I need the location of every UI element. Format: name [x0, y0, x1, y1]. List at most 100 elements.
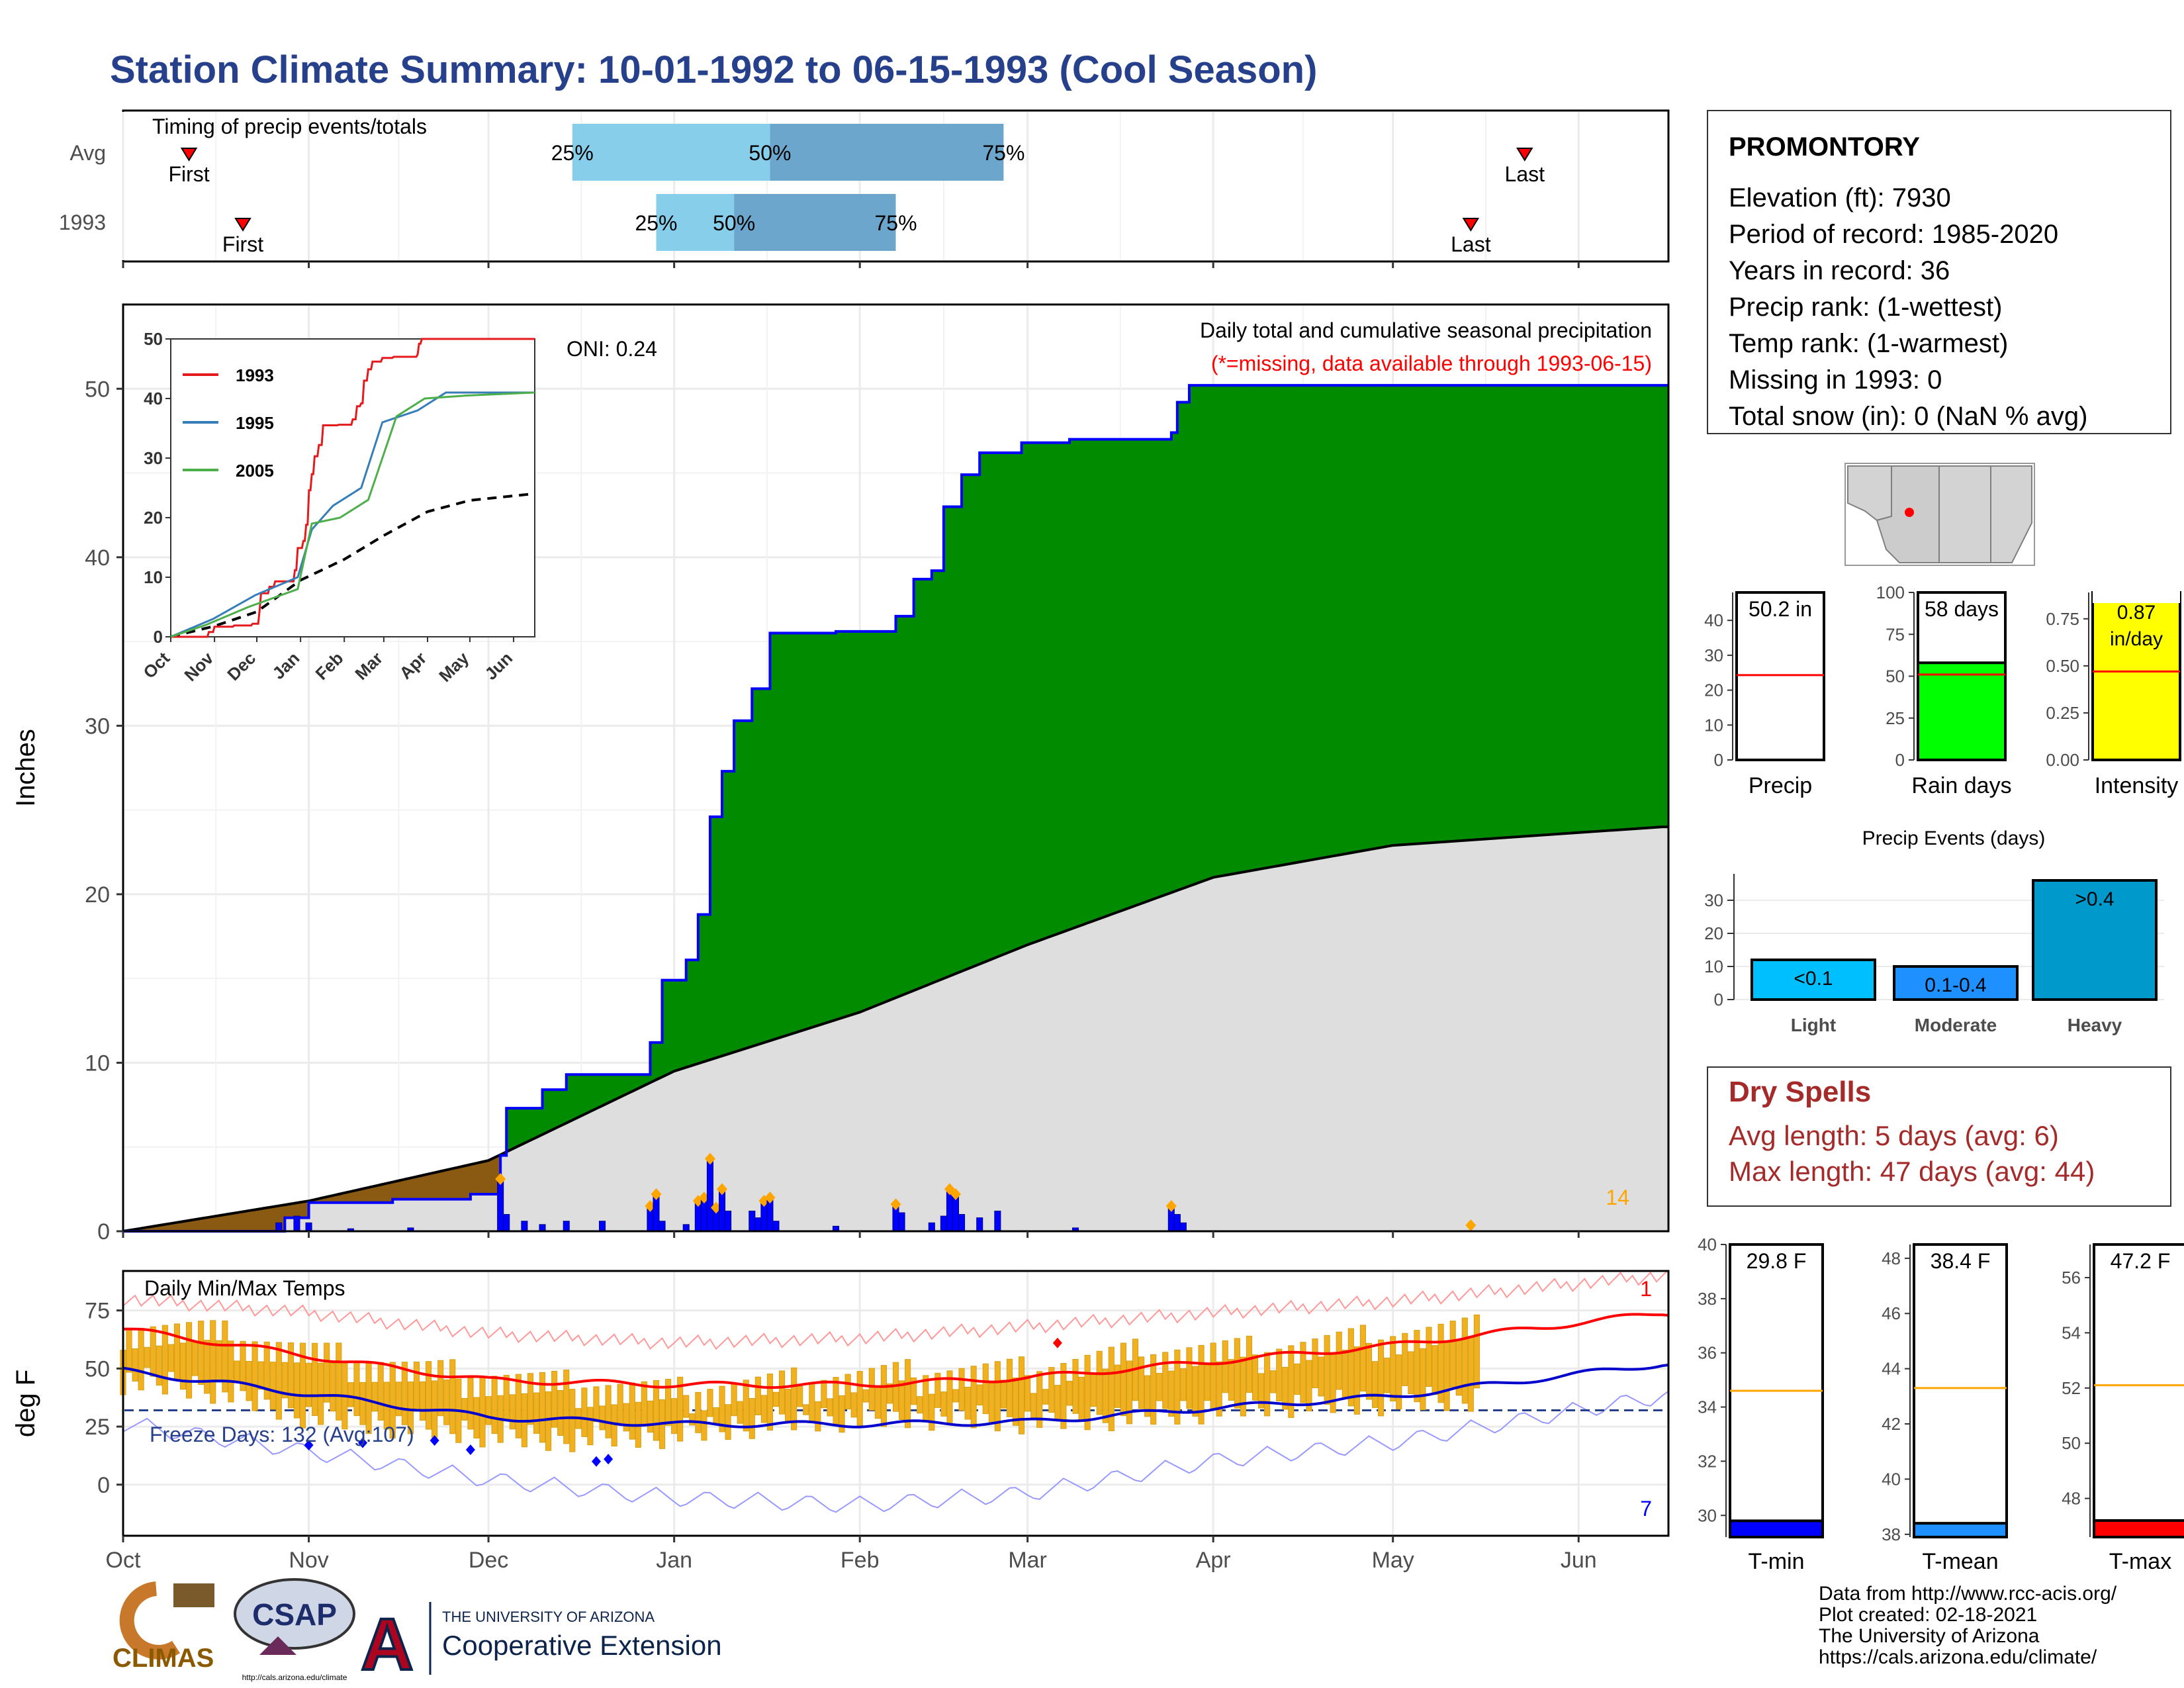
dry-spells-max: Max length: 47 days (avg: 44): [1729, 1156, 2095, 1187]
ua-university-text: THE UNIVERSITY OF ARIZONA: [442, 1609, 655, 1625]
month-label: Nov: [289, 1548, 328, 1573]
daily-temp-bar: [1318, 1356, 1324, 1397]
above-avg-area: [1392, 385, 1400, 846]
above-avg-area: [1422, 385, 1430, 844]
above-avg-area: [1195, 385, 1202, 885]
above-avg-area: [1410, 385, 1418, 845]
daily-temp-bar: [719, 1385, 725, 1432]
daily-temp-bar: [1426, 1327, 1432, 1387]
daily-temp-bar: [689, 1413, 696, 1426]
above-avg-area: [1248, 385, 1256, 872]
daily-temp-bar: [305, 1362, 312, 1407]
temp-panel: 0 25 50 75 deg F Daily Min/Max Temps Freeze…: [11, 1231, 1670, 1573]
above-avg-area: [794, 632, 801, 1034]
daily-temp-bar: [1210, 1342, 1216, 1409]
daily-temp-bar: [407, 1382, 414, 1434]
above-avg-area: [1362, 385, 1369, 851]
inset-legend: 1993 1995 2005: [183, 365, 274, 481]
daily-temp-bar: [725, 1404, 731, 1440]
temp-season-bar-ytick-label: 56: [2062, 1268, 2081, 1288]
daily-temp-bar: [1420, 1348, 1426, 1411]
below-avg-area: [452, 1166, 459, 1200]
daily-temp-bar: [192, 1341, 199, 1376]
above-avg-area: [1081, 439, 1088, 926]
above-avg-area: [1285, 385, 1292, 865]
daily-temp-bar: [222, 1320, 228, 1393]
above-avg-area: [1452, 385, 1459, 842]
daily-precip-bar: [749, 1210, 756, 1232]
daily-temp-bar: [299, 1342, 306, 1429]
timing-label: Timing of precip events/totals: [152, 115, 427, 138]
temp-frame: [122, 1270, 1670, 1537]
daily-temp-bar: [821, 1380, 827, 1409]
timing-pct-label: 25%: [635, 211, 677, 235]
daily-precip-bar: [976, 1217, 983, 1232]
daily-temp-bar: [1024, 1375, 1031, 1412]
temp-season-bar-label: T-max: [2109, 1549, 2171, 1574]
daily-temp-bar: [898, 1380, 905, 1421]
above-avg-area: [853, 631, 860, 1015]
precip-ylabel: Inches: [11, 729, 40, 807]
station-line: Elevation (ft): 7930: [1729, 183, 1951, 212]
below-avg-area: [296, 1201, 304, 1219]
above-avg-area: [973, 474, 980, 967]
above-avg-area: [745, 720, 752, 1049]
season-bar-bar: [1917, 661, 2007, 762]
daily-temp-bar: [1461, 1317, 1468, 1404]
temp-season-bar-ytick-label: 52: [2062, 1378, 2081, 1398]
daily-temp-bar: [425, 1361, 432, 1430]
precip-ytick-label: 40: [85, 545, 110, 571]
above-avg-area: [1021, 442, 1028, 948]
below-avg-area: [218, 1214, 226, 1232]
daily-temp-bar: [683, 1395, 690, 1418]
daily-precip-bar: [539, 1224, 546, 1232]
dry-spells-frame: [1707, 1066, 2171, 1207]
precip-daily-bars: [275, 1152, 1477, 1232]
above-avg-area: [1128, 439, 1136, 909]
temp-season-bar-bar: [2093, 1519, 2184, 1539]
temp-season-bar-ytick-label: 54: [2062, 1323, 2081, 1342]
above-avg-area: [523, 1107, 531, 1144]
above-avg-area: [1147, 439, 1154, 902]
below-avg-area: [440, 1169, 447, 1200]
above-avg-area: [847, 631, 854, 1017]
above-avg-area: [931, 570, 938, 984]
daily-temp-bar: [479, 1376, 486, 1448]
precip-y-axis: 0 10 20 30 40 50: [85, 377, 123, 1244]
daily-temp-bar: [257, 1361, 264, 1390]
daily-temp-bar: [1174, 1349, 1181, 1425]
daily-temp-bar: [605, 1385, 612, 1438]
daily-temp-bar: [970, 1366, 977, 1429]
daily-temp-bar: [1443, 1342, 1450, 1411]
precip-ytick-label: 0: [97, 1219, 110, 1244]
below-avg-area: [416, 1174, 424, 1200]
above-avg-area: [1434, 385, 1441, 843]
season-bar-ytick-label: 0.50: [2046, 656, 2079, 676]
daily-temp-bar: [809, 1383, 815, 1424]
daily-precip-bar: [719, 1188, 726, 1232]
above-avg-area: [1476, 385, 1483, 840]
timing-marker: [1462, 218, 1480, 232]
above-avg-area: [889, 631, 896, 1001]
daily-temp-bar: [1294, 1363, 1300, 1395]
daily-temp-bar: [785, 1389, 792, 1423]
events-bar-label: <0.1: [1794, 968, 1833, 990]
daily-temp-bar: [161, 1325, 168, 1395]
temp-season-bar-label: T-min: [1749, 1549, 1805, 1574]
csap-url: http://cals.arizona.edu/climate: [242, 1673, 347, 1682]
above-avg-area: [1464, 385, 1471, 841]
precip-missing-note: (*=missing, data available through 1993-…: [1211, 352, 1652, 375]
ua-logo: A THE UNIVERSITY OF ARIZONA Cooperative …: [359, 1602, 722, 1687]
daily-temp-bar: [1467, 1336, 1474, 1412]
above-avg-area: [913, 579, 921, 992]
daily-temp-bar: [1072, 1358, 1079, 1414]
ua-a-mark: A: [361, 1604, 413, 1685]
below-avg-area: [482, 1160, 489, 1195]
temp-ytick-label: 50: [85, 1356, 110, 1382]
daily-temp-bar: [228, 1340, 234, 1403]
above-avg-area: [1087, 439, 1094, 924]
daily-temp-bar: [312, 1342, 318, 1416]
daily-temp-bar: [491, 1376, 498, 1434]
temp-ytick-label: 25: [85, 1415, 110, 1440]
events-ytick-label: 0: [1714, 990, 1723, 1009]
